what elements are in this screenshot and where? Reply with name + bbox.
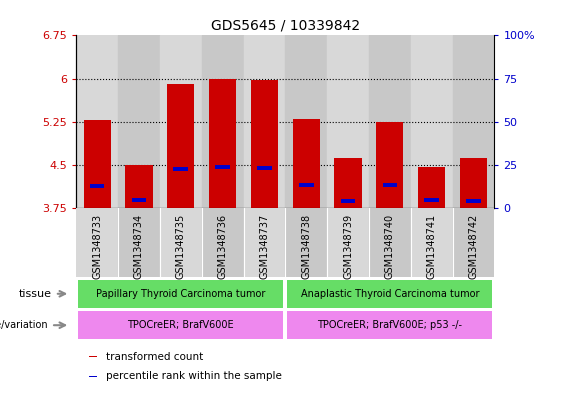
Text: tissue: tissue — [19, 289, 52, 299]
Bar — [132, 198, 146, 202]
Bar — [160, 208, 202, 277]
Bar — [376, 122, 403, 208]
Bar — [160, 35, 202, 208]
Text: TPOCreER; BrafV600E; p53 -/-: TPOCreER; BrafV600E; p53 -/- — [318, 320, 462, 330]
Text: percentile rank within the sample: percentile rank within the sample — [106, 371, 281, 382]
Bar — [90, 184, 105, 188]
Text: GSM1348742: GSM1348742 — [468, 214, 479, 279]
Text: GSM1348739: GSM1348739 — [343, 214, 353, 279]
Bar — [79, 311, 283, 339]
Bar — [76, 35, 118, 208]
Bar — [327, 35, 369, 208]
Bar — [167, 84, 194, 208]
Bar — [125, 165, 153, 208]
Bar — [251, 80, 278, 208]
Bar — [334, 158, 362, 208]
Bar — [453, 35, 494, 208]
Bar — [76, 208, 118, 277]
Bar — [369, 35, 411, 208]
Text: TPOCreER; BrafV600E: TPOCreER; BrafV600E — [128, 320, 234, 330]
Bar — [244, 208, 285, 277]
Bar — [89, 356, 97, 357]
Bar — [411, 208, 453, 277]
Bar — [285, 35, 327, 208]
Bar — [202, 35, 244, 208]
Bar — [79, 280, 283, 308]
Text: GSM1348733: GSM1348733 — [92, 214, 102, 279]
Bar — [460, 158, 487, 208]
Bar — [84, 120, 111, 208]
Bar — [369, 208, 411, 277]
Bar — [383, 183, 397, 187]
Bar — [118, 35, 160, 208]
Text: GSM1348736: GSM1348736 — [218, 214, 228, 279]
Text: Anaplastic Thyroid Carcinoma tumor: Anaplastic Thyroid Carcinoma tumor — [301, 289, 479, 299]
Bar — [424, 198, 439, 202]
Bar — [215, 165, 230, 169]
Bar — [418, 167, 445, 208]
Bar — [411, 35, 453, 208]
Text: GSM1348734: GSM1348734 — [134, 214, 144, 279]
Text: GSM1348740: GSM1348740 — [385, 214, 395, 279]
Text: transformed count: transformed count — [106, 351, 203, 362]
Bar — [173, 167, 188, 171]
Text: genotype/variation: genotype/variation — [0, 320, 48, 330]
Text: GSM1348741: GSM1348741 — [427, 214, 437, 279]
Bar — [285, 208, 327, 277]
Bar — [293, 119, 320, 208]
Text: Papillary Thyroid Carcinoma tumor: Papillary Thyroid Carcinoma tumor — [96, 289, 266, 299]
Bar — [209, 79, 236, 208]
Bar — [466, 199, 481, 203]
Bar — [288, 280, 492, 308]
Bar — [341, 199, 355, 203]
Bar — [89, 376, 97, 377]
Bar — [118, 208, 160, 277]
Text: GSM1348737: GSM1348737 — [259, 214, 270, 279]
Text: GSM1348738: GSM1348738 — [301, 214, 311, 279]
Bar — [299, 183, 314, 187]
Bar — [288, 311, 492, 339]
Text: GSM1348735: GSM1348735 — [176, 214, 186, 279]
Bar — [244, 35, 285, 208]
Bar — [327, 208, 369, 277]
Bar — [202, 208, 244, 277]
Title: GDS5645 / 10339842: GDS5645 / 10339842 — [211, 19, 360, 33]
Bar — [453, 208, 494, 277]
Bar — [257, 166, 272, 170]
